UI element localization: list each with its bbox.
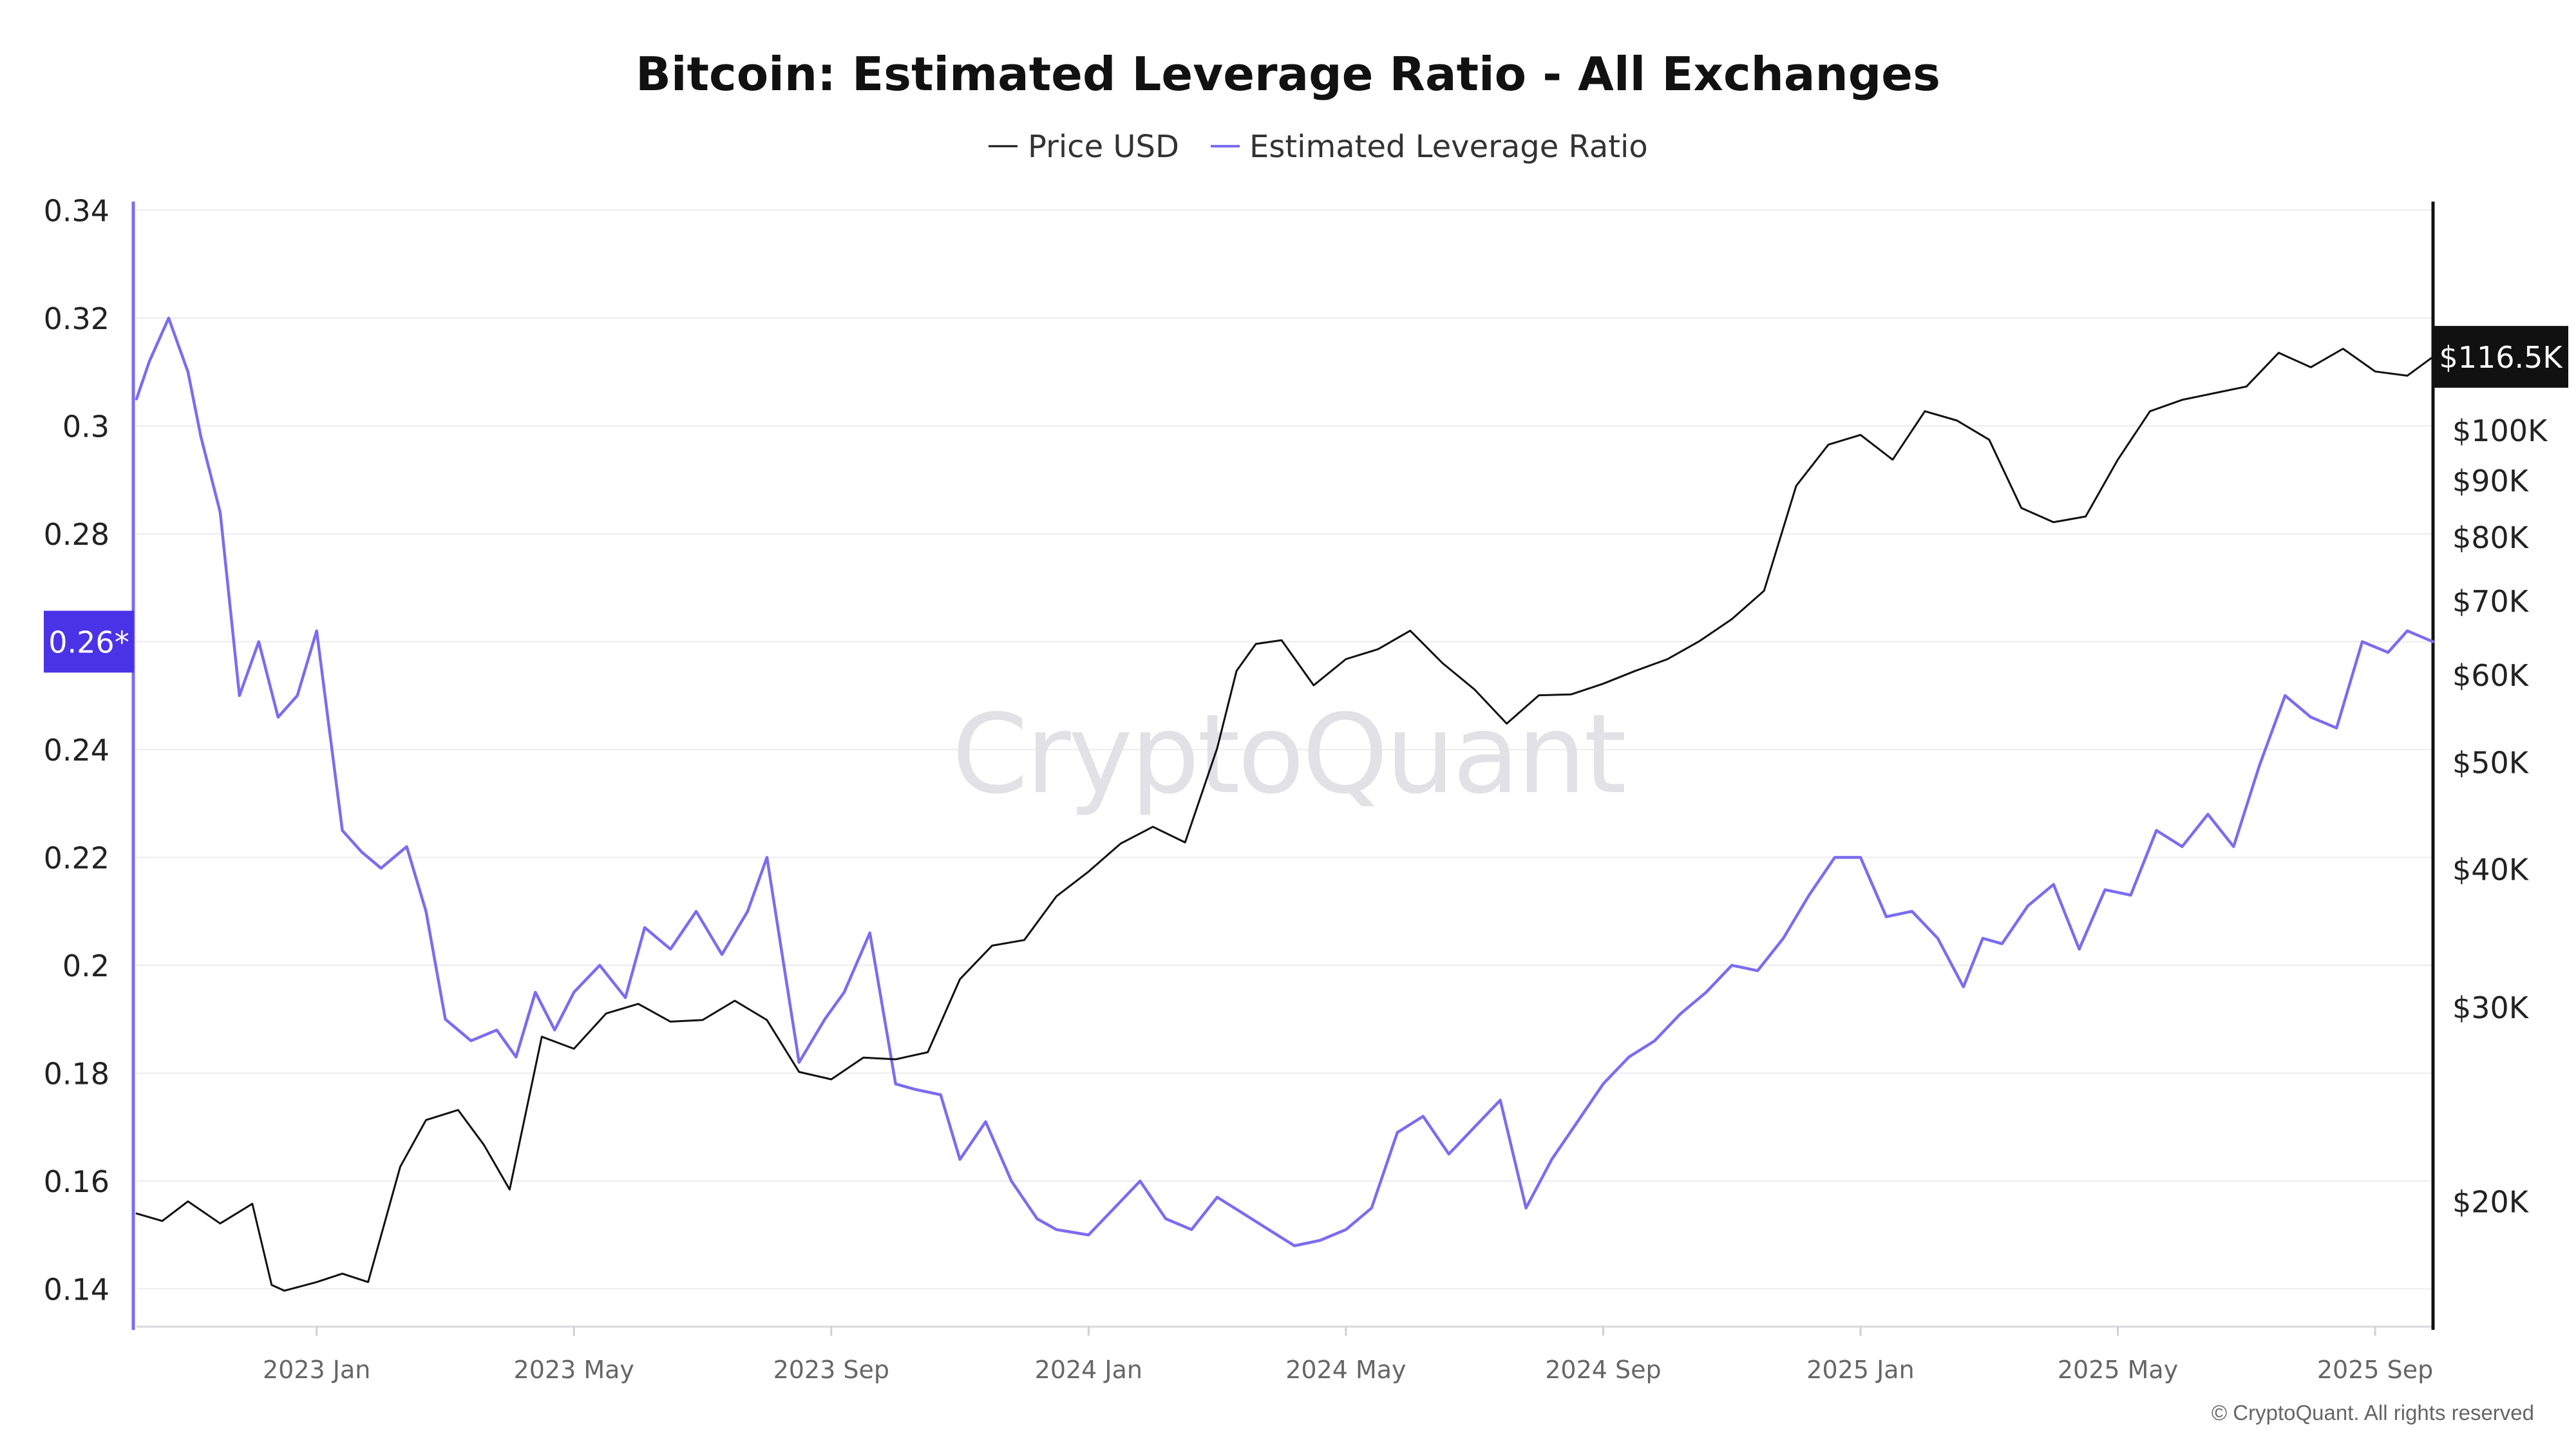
x-tick-label: 2024 Sep (1545, 1356, 1661, 1384)
leverage-current-badge (44, 611, 134, 673)
axes-layer (131, 202, 2435, 1336)
x-tick-label: 2024 Jan (1035, 1356, 1142, 1384)
y-right-tick-label: $20K (2452, 1184, 2530, 1219)
x-tick-label: 2025 Sep (2317, 1356, 2433, 1384)
y-left-tick-label: 0.22 (44, 840, 109, 875)
watermark: CryptoQuant (952, 691, 1624, 819)
y-left-tick-label: 0.16 (44, 1164, 109, 1199)
grid-layer (137, 209, 2433, 1290)
y-right-tick-label: $90K (2452, 464, 2530, 498)
y-left-tick-label: 0.32 (44, 301, 109, 336)
y-right-tick-label: $60K (2452, 658, 2530, 693)
y-left-tick-label: 0.3 (62, 409, 109, 444)
x-tick-label: 2023 Sep (773, 1356, 889, 1384)
chart-title: Bitcoin: Estimated Leverage Ratio - All … (636, 47, 1940, 101)
x-tick-label: 2025 May (2058, 1356, 2178, 1384)
legend-price-label[interactable]: Price USD (1028, 129, 1179, 165)
y-right-tick-label: $50K (2452, 746, 2530, 781)
x-tick-label: 2025 Jan (1806, 1356, 1914, 1384)
y-left-tick-label: 0.2 (62, 949, 109, 983)
y-right-tick-label: $30K (2452, 990, 2530, 1025)
y-right-tick-label: $40K (2452, 853, 2530, 887)
price-current-badge (2433, 326, 2568, 388)
x-tick-label: 2023 Jan (263, 1356, 370, 1384)
y-right-tick-label: $100K (2452, 413, 2548, 448)
y-left-tick-label: 0.14 (44, 1272, 109, 1307)
price-current-label: $116.5K (2439, 340, 2563, 375)
leverage-series-line (135, 316, 2435, 1247)
y-left-tick-label: 0.24 (44, 733, 109, 768)
series-layer (135, 316, 2435, 1292)
copyright: © CryptoQuant. All rights reserved (2211, 1401, 2534, 1425)
y-right-tick-label: $70K (2452, 584, 2530, 619)
x-tick-label: 2024 May (1285, 1356, 1406, 1384)
legend-leverage-label[interactable]: Estimated Leverage Ratio (1249, 129, 1648, 165)
leverage-current-label: 0.26* (48, 625, 129, 659)
label-layer: 2023 Jan 2023 May 2023 Sep 2024 Jan 2024 May… (44, 193, 2568, 1384)
y-left-tick-label: 0.28 (44, 517, 109, 552)
x-tick-label: 2023 May (514, 1356, 634, 1384)
y-left-tick-label: 0.34 (44, 193, 109, 228)
y-right-tick-label: $80K (2452, 520, 2530, 555)
price-series-line (135, 348, 2434, 1292)
legend: Price USD Estimated Leverage Ratio (989, 129, 1648, 165)
y-left-tick-label: 0.18 (44, 1056, 109, 1091)
